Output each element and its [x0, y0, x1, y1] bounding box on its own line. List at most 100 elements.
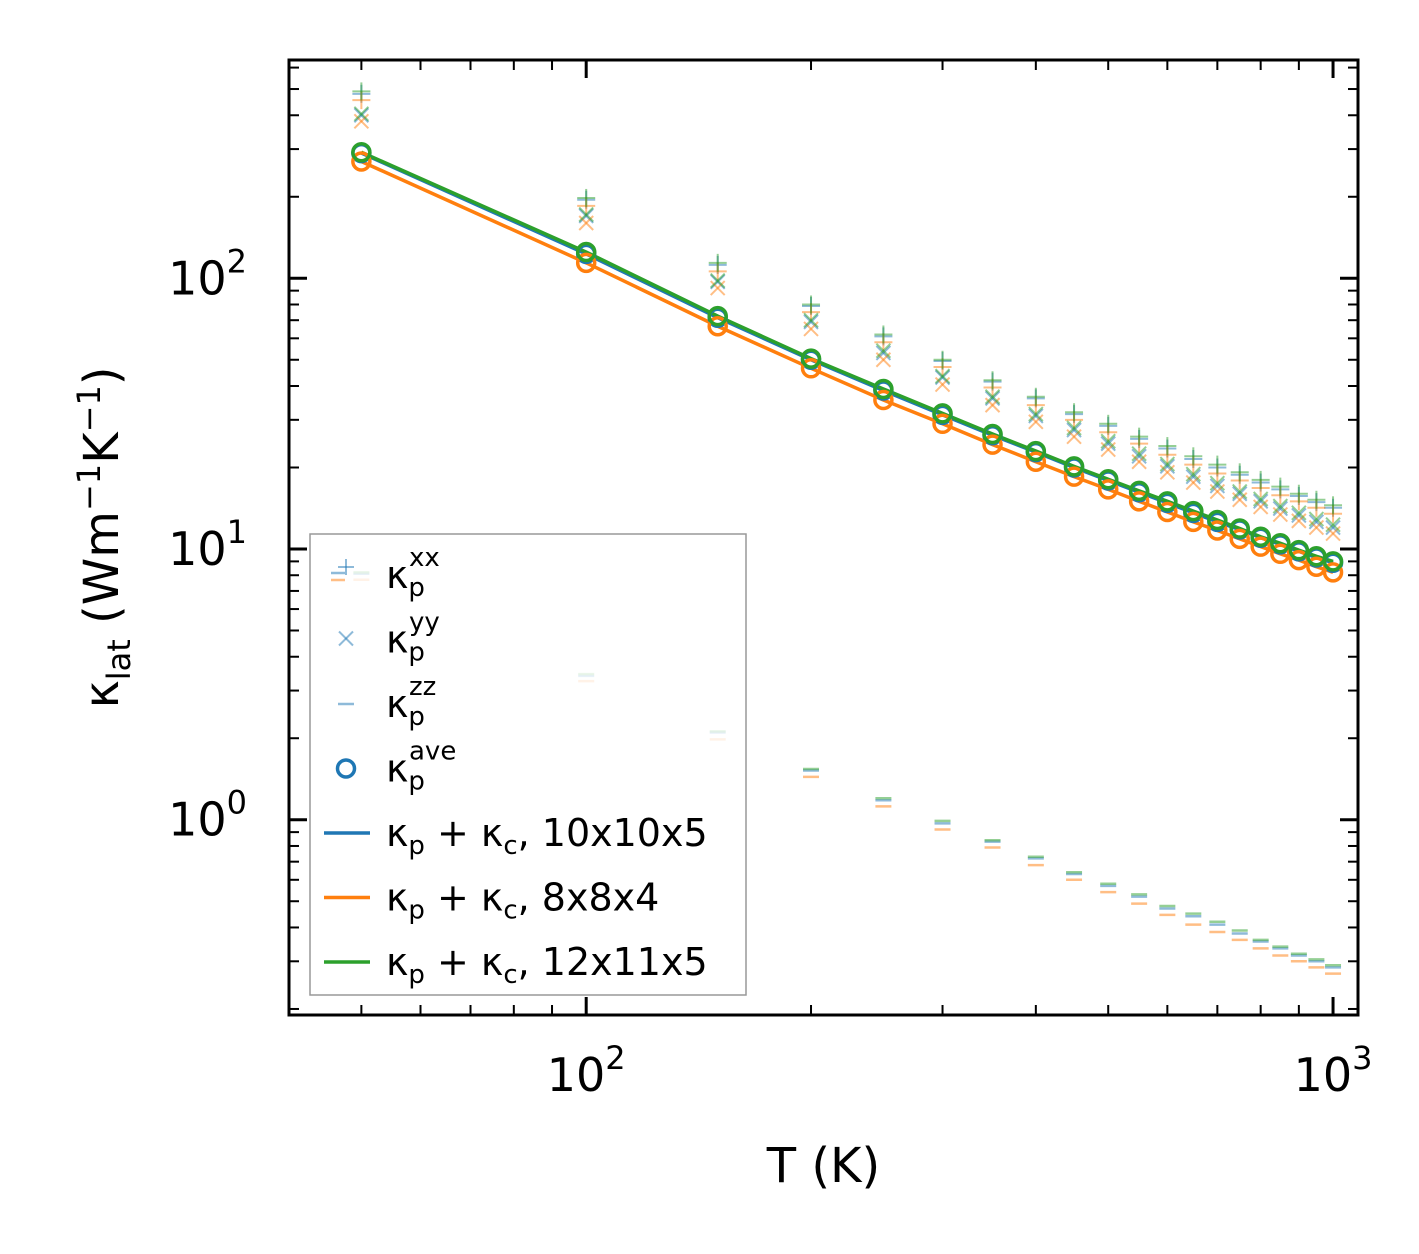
kappa-yy-point-b	[1028, 414, 1044, 430]
kappa-yy-markers	[353, 106, 1341, 542]
legend-sup: yy	[409, 608, 440, 638]
kappa-yy-point-b	[875, 343, 892, 359]
legend-box	[309, 533, 747, 996]
y-axis-label-kappa: κ	[74, 680, 130, 708]
y-tick-label-exp: 0	[227, 784, 247, 822]
legend-sub: c	[503, 960, 517, 990]
y-tick-label: 102	[168, 242, 247, 305]
legend-sub: p	[408, 638, 425, 668]
kappa-yy-point-b	[1325, 516, 1341, 533]
legend-sup: xx	[409, 543, 440, 573]
legend-label: κpave	[386, 737, 456, 797]
kappa-ave-point	[1128, 480, 1150, 502]
kappa-yy-point-b	[1308, 511, 1325, 527]
legend-kappa: κ	[386, 553, 408, 597]
kappa-ave-point	[1322, 551, 1344, 572]
y-axis-label: κlat (Wm−1K−1)	[70, 366, 138, 708]
legend-sub: p	[408, 702, 425, 732]
legend-plus: + κ	[425, 876, 503, 920]
legend-sub: p	[408, 573, 425, 603]
kappa-yy-point-b	[1291, 507, 1307, 524]
kappa-ave-point	[1270, 533, 1291, 554]
y-axis-label-exp1: −1	[70, 464, 108, 511]
legend-kappa: κ	[386, 747, 408, 791]
kappa-yy-point-b	[1131, 445, 1147, 462]
kappa-yy-point-b	[984, 389, 1001, 405]
legend-label: κp + κc, 10x10x5	[386, 811, 708, 861]
kappa-ave-point	[1183, 511, 1204, 533]
y-axis-label-k: K	[74, 431, 130, 464]
legend-suffix: , 12x11x5	[518, 940, 708, 984]
kappa-yy-point-b	[353, 106, 370, 122]
y-tick-label-base: 10	[168, 793, 227, 847]
kappa-yy-point-b	[1209, 475, 1226, 491]
kappa-yy-point-b	[1131, 448, 1147, 464]
kappa-yy-point-b	[875, 345, 892, 361]
kappa-ave-point	[1157, 491, 1178, 512]
legend-kappa: κ	[386, 940, 408, 984]
kappa-yy-point-b	[1159, 458, 1176, 475]
plot-frame	[287, 58, 1360, 1017]
legend-sup: zz	[409, 672, 436, 702]
kappa-yy-point-b	[934, 368, 951, 384]
kappa-ave-point	[982, 423, 1003, 445]
legend-label: κpxx	[386, 543, 440, 603]
legend-sub: p	[408, 767, 425, 797]
kappa-ave-point	[1250, 536, 1271, 557]
y-axis-label-sub: lat	[100, 639, 138, 680]
legend-circle-icon	[335, 758, 357, 779]
y-axis-label-close: )	[74, 366, 130, 385]
y-axis-label-exp2: −1	[70, 385, 108, 432]
kappa-yy-point-b	[1159, 456, 1176, 472]
kappa-ave-point	[932, 403, 953, 424]
y-tick-label-base: 10	[168, 251, 227, 305]
kappa-ave-point	[873, 389, 894, 411]
kappa-ave-point	[1025, 451, 1047, 473]
legend-label: κp + κc, 8x8x4	[386, 876, 659, 926]
kappa-yy-point-b	[984, 390, 1001, 407]
kappa-yy-point-b	[353, 113, 370, 130]
legend-sub: p	[408, 896, 425, 926]
kappa-ave-point	[351, 142, 372, 163]
kappa-yy-point-b	[1185, 466, 1202, 482]
kappa-yy-point-b	[1272, 500, 1289, 517]
y-tick-label: 100	[168, 784, 247, 847]
kappa-yy-point-b	[1100, 433, 1116, 449]
legend-label: κp + κc, 12x11x5	[386, 940, 708, 990]
kappa-yy-point-b	[1232, 483, 1248, 500]
legend-kappa: κ	[386, 876, 408, 920]
total-line-1	[360, 151, 1334, 565]
kappa-ave-point	[575, 252, 597, 274]
kappa-ave-point	[1025, 440, 1047, 462]
kappa-ave-point	[1097, 468, 1119, 490]
kappa-ave-point	[1229, 528, 1250, 550]
kappa-ave-point	[707, 305, 728, 327]
kappa-yy-point-b	[578, 206, 594, 223]
kappa-yy-point-b	[1291, 505, 1307, 521]
kappa-xx-markers	[352, 82, 1343, 523]
kappa-yy-point-b	[1100, 435, 1116, 452]
kappa-ave-point	[1322, 562, 1344, 583]
y-tick-label: 101	[168, 513, 247, 576]
kappa-ave-point	[1063, 456, 1085, 477]
legend-suffix: , 10x10x5	[518, 811, 708, 855]
legend-plus: + κ	[425, 940, 503, 984]
kappa-ave-point	[1207, 509, 1228, 531]
kappa-ave-point	[1097, 479, 1119, 500]
kappa-yy-point-b	[1308, 514, 1325, 530]
legend-sup: ave	[409, 737, 456, 767]
major-ticks	[289, 60, 1358, 1015]
kappa-ave-point	[1270, 543, 1291, 565]
y-tick-label-exp: 1	[227, 513, 247, 551]
x-axis-label: T (K)	[766, 1138, 881, 1194]
kappa-ave-point	[707, 315, 728, 337]
kappa-ave-point	[1157, 501, 1178, 523]
kappa-ave-point	[932, 413, 953, 435]
kappa-yy-point-b	[803, 312, 819, 328]
legend-kappa: κ	[386, 811, 408, 855]
kappa-yy-point-b	[710, 280, 726, 296]
minor-ticks	[288, 60, 1358, 1015]
x-tick-label-base: 10	[1294, 1048, 1353, 1102]
